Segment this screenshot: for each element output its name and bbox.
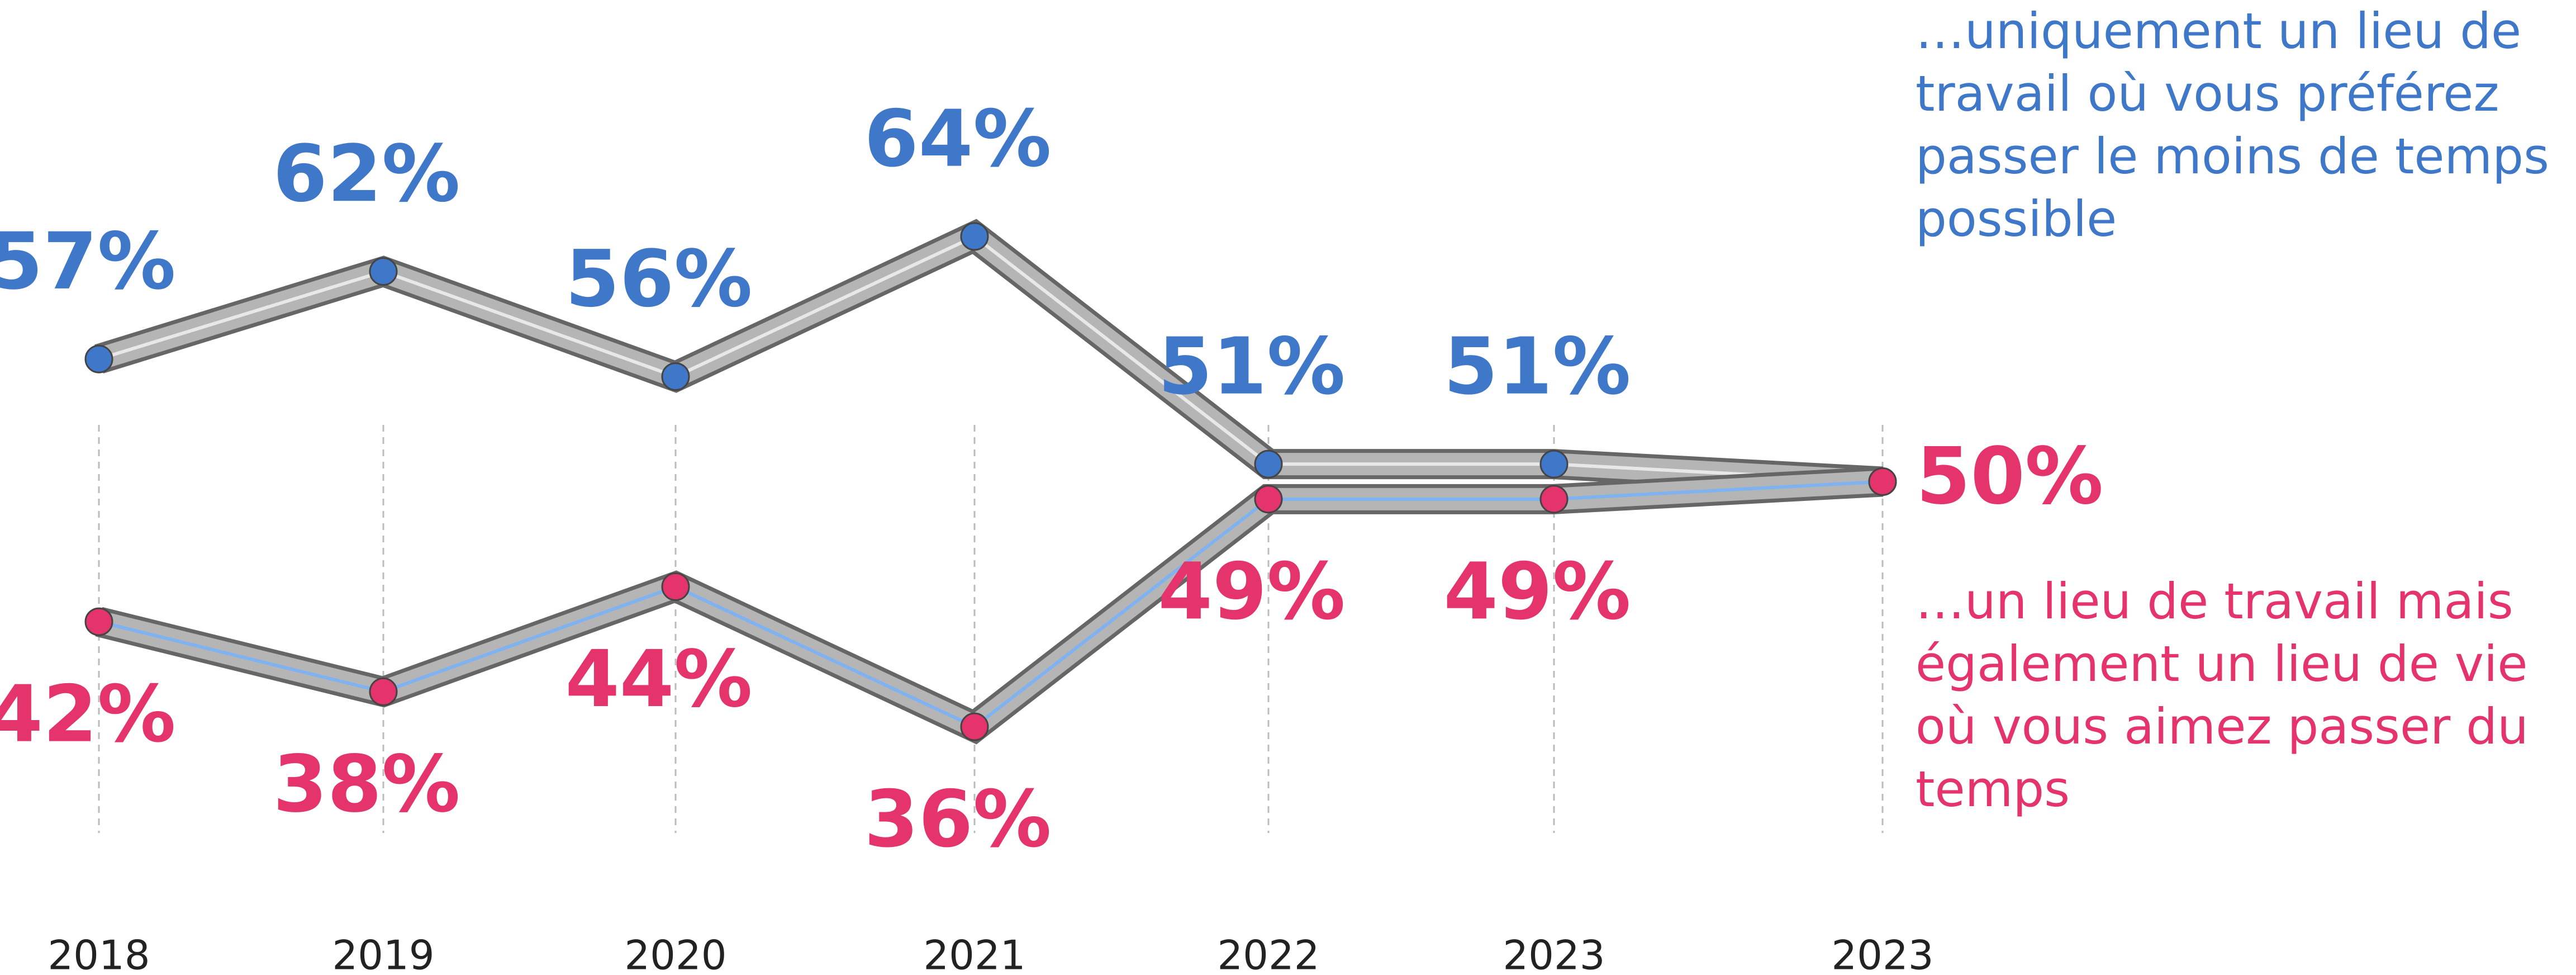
data-label: 64% xyxy=(864,94,1051,185)
data-label: 42% xyxy=(0,669,176,760)
data-label: 56% xyxy=(565,234,752,325)
x-tick-label: 2018 xyxy=(47,932,150,975)
data-point xyxy=(1868,467,1897,496)
data-label: 50% xyxy=(1916,431,2103,522)
x-tick-label: 2020 xyxy=(624,932,726,975)
x-tick-label: 2019 xyxy=(332,932,434,975)
data-label: 49% xyxy=(1443,546,1631,637)
data-point xyxy=(1539,449,1569,479)
data-label: 51% xyxy=(1158,321,1345,413)
data-label: 62% xyxy=(273,129,460,220)
data-point xyxy=(1254,449,1283,479)
legend-entry: …un lieu de travail mais également un li… xyxy=(1916,572,2529,818)
data-point xyxy=(661,572,690,601)
x-tick-label: 2023 xyxy=(1503,932,1605,975)
data-point xyxy=(1539,485,1569,514)
data-label: 44% xyxy=(565,634,752,725)
data-point xyxy=(84,344,113,373)
data-point xyxy=(369,257,398,286)
x-tick-label: 2022 xyxy=(1217,932,1319,975)
legend-entry: …uniquement un lieu de travail où vous p… xyxy=(1916,2,2549,248)
data-label: 49% xyxy=(1158,546,1345,637)
x-tick-label: 2021 xyxy=(923,932,1025,975)
data-point xyxy=(369,677,398,706)
data-label: 51% xyxy=(1443,321,1631,413)
x-tick-label: 2023 xyxy=(1831,932,1933,975)
data-label: 57% xyxy=(0,216,176,307)
data-label: 36% xyxy=(864,774,1051,865)
data-label: 38% xyxy=(273,739,460,830)
data-point xyxy=(661,362,690,391)
data-point xyxy=(960,712,989,741)
data-point xyxy=(84,607,113,636)
data-point xyxy=(960,222,989,251)
data-point xyxy=(1254,485,1283,514)
